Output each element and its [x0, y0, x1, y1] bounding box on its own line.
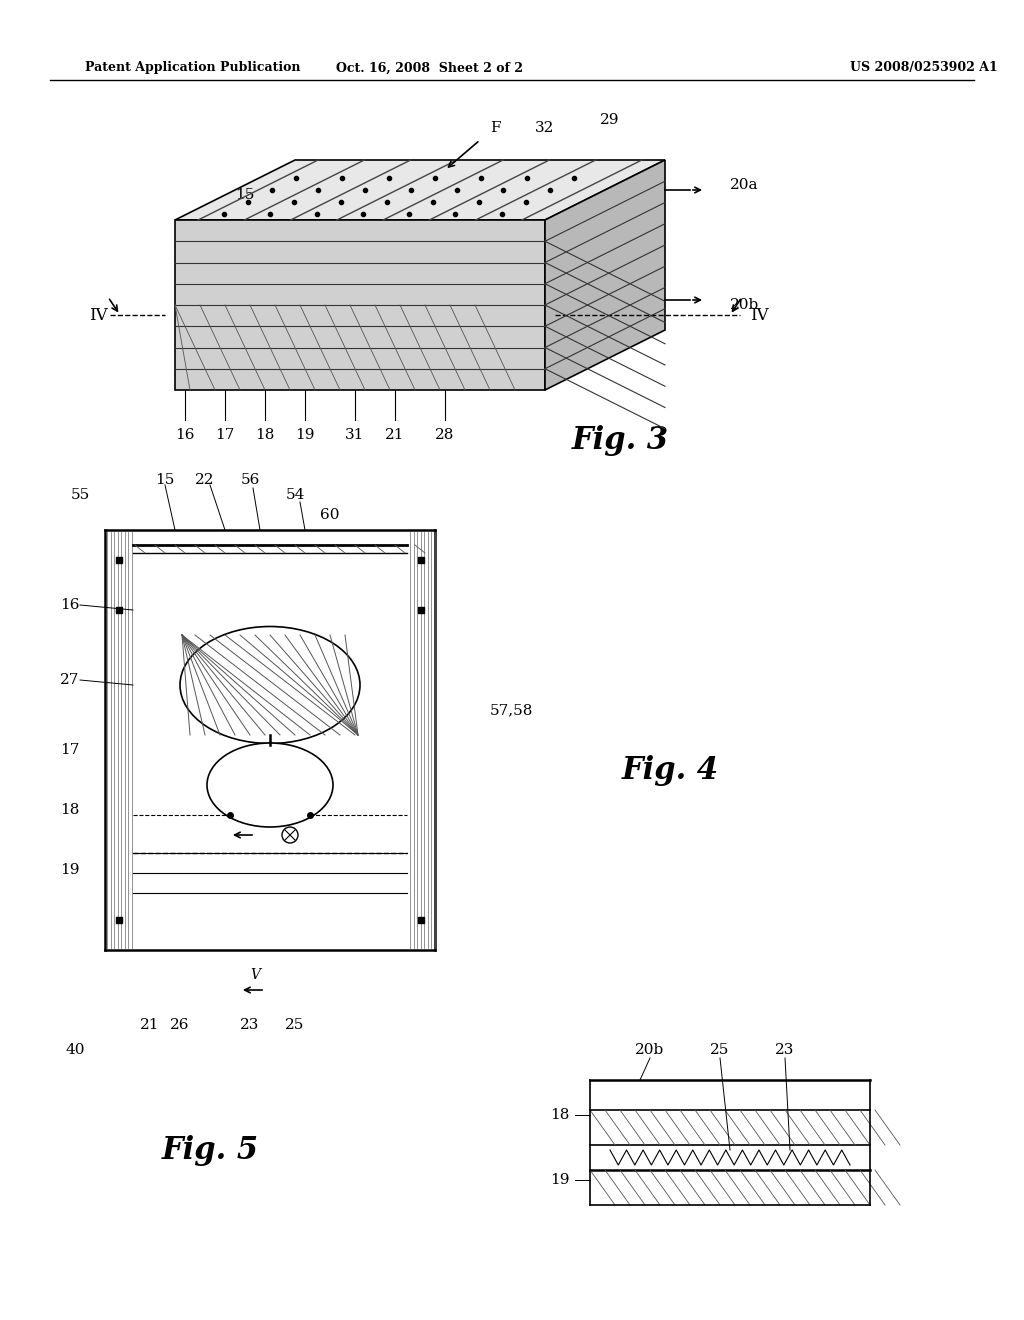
- Polygon shape: [175, 220, 545, 389]
- Polygon shape: [175, 160, 665, 220]
- Text: 18: 18: [255, 428, 274, 442]
- Text: 16: 16: [60, 598, 80, 612]
- Text: 23: 23: [775, 1043, 795, 1057]
- Text: 23: 23: [241, 1018, 260, 1032]
- Text: Oct. 16, 2008  Sheet 2 of 2: Oct. 16, 2008 Sheet 2 of 2: [337, 62, 523, 74]
- Text: Patent Application Publication: Patent Application Publication: [85, 62, 300, 74]
- Text: 31: 31: [345, 428, 365, 442]
- Text: V: V: [250, 968, 260, 982]
- Text: 20b: 20b: [635, 1043, 665, 1057]
- Text: IV: IV: [89, 306, 108, 323]
- Text: Fig. 5: Fig. 5: [162, 1134, 259, 1166]
- Text: 25: 25: [286, 1018, 305, 1032]
- Ellipse shape: [180, 627, 360, 743]
- Text: 28: 28: [435, 428, 455, 442]
- Text: 22: 22: [196, 473, 215, 487]
- Text: 15: 15: [236, 187, 255, 202]
- Text: 32: 32: [536, 121, 555, 135]
- Text: 19: 19: [60, 863, 80, 876]
- Text: 57,58: 57,58: [490, 704, 534, 717]
- Text: F: F: [489, 121, 501, 135]
- Text: IV: IV: [750, 306, 769, 323]
- Polygon shape: [545, 160, 665, 389]
- Text: 19: 19: [295, 428, 314, 442]
- Text: 20b: 20b: [730, 298, 759, 312]
- Text: 17: 17: [60, 743, 80, 756]
- Text: 18: 18: [550, 1107, 569, 1122]
- Text: 54: 54: [286, 488, 305, 502]
- Text: 56: 56: [241, 473, 260, 487]
- Text: 21: 21: [140, 1018, 160, 1032]
- Text: US 2008/0253902 A1: US 2008/0253902 A1: [850, 62, 997, 74]
- Text: 27: 27: [60, 673, 80, 686]
- Text: 26: 26: [170, 1018, 189, 1032]
- Text: 25: 25: [711, 1043, 730, 1057]
- Circle shape: [282, 828, 298, 843]
- Text: 55: 55: [71, 488, 90, 502]
- Text: 20a: 20a: [730, 178, 759, 191]
- Text: 19: 19: [550, 1173, 569, 1187]
- Text: Fig. 4: Fig. 4: [622, 755, 719, 785]
- Text: 40: 40: [66, 1043, 85, 1057]
- Text: Fig. 3: Fig. 3: [571, 425, 669, 455]
- Text: 16: 16: [175, 428, 195, 442]
- Text: 60: 60: [321, 508, 340, 521]
- Ellipse shape: [207, 743, 333, 828]
- Text: 17: 17: [215, 428, 234, 442]
- Text: 21: 21: [385, 428, 404, 442]
- Text: V: V: [240, 813, 250, 828]
- Text: 18: 18: [60, 803, 80, 817]
- Text: 29: 29: [600, 114, 620, 127]
- Text: 15: 15: [156, 473, 175, 487]
